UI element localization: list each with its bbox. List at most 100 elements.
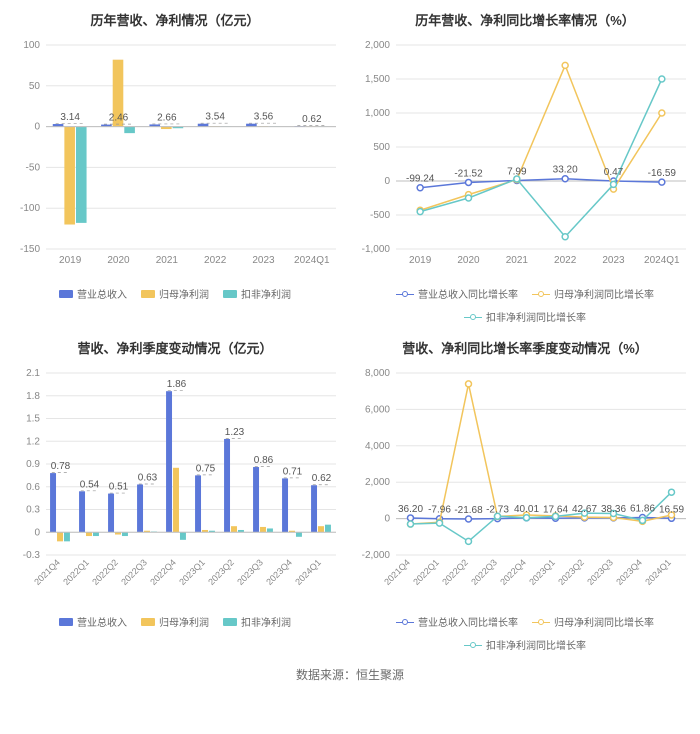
svg-text:2023Q1: 2023Q1	[177, 557, 207, 587]
svg-text:33.20: 33.20	[553, 165, 578, 176]
svg-text:8,000: 8,000	[365, 368, 390, 379]
data-source-footer: 数据来源：恒生聚源	[0, 656, 700, 697]
svg-text:0.86: 0.86	[254, 455, 274, 466]
svg-text:2022Q2: 2022Q2	[90, 557, 120, 587]
svg-text:100: 100	[23, 40, 40, 51]
svg-text:1.86: 1.86	[167, 379, 187, 390]
svg-text:0.51: 0.51	[109, 482, 129, 493]
svg-text:2022Q4: 2022Q4	[498, 557, 528, 587]
panel-title: 历年营收、净利同比增长率情况（%）	[354, 10, 696, 29]
svg-text:2023Q4: 2023Q4	[614, 557, 644, 587]
svg-text:2022: 2022	[554, 255, 577, 266]
svg-text:-50: -50	[26, 162, 41, 173]
svg-text:17.64: 17.64	[543, 504, 568, 515]
legend-item: 营业总收入	[59, 286, 127, 301]
svg-text:-2,000: -2,000	[362, 550, 391, 561]
legend-label: 营业总收入	[77, 286, 127, 301]
svg-text:1.23: 1.23	[225, 427, 245, 438]
panel-title: 营收、净利同比增长率季度变动情况（%）	[354, 338, 696, 357]
svg-text:3.14: 3.14	[60, 112, 80, 123]
svg-text:2024Q1: 2024Q1	[293, 557, 323, 587]
legend-label: 扣非净利润同比增长率	[486, 309, 586, 324]
chart-bottom-right: -2,00002,0004,0006,0008,0002021Q42022Q12…	[354, 365, 696, 610]
legend-item: 营业总收入同比增长率	[396, 286, 518, 301]
svg-text:0.62: 0.62	[302, 114, 322, 125]
svg-text:2022Q2: 2022Q2	[440, 557, 470, 587]
legend-item: 扣非净利润	[223, 286, 291, 301]
chart-top-right: -1,000-50005001,0001,5002,00020192020202…	[354, 37, 696, 282]
svg-text:2.66: 2.66	[157, 112, 177, 123]
svg-text:2023: 2023	[252, 255, 275, 266]
legend-swatch	[396, 289, 414, 299]
legend-item: 营业总收入同比增长率	[396, 614, 518, 629]
legend-label: 扣非净利润	[241, 614, 291, 629]
svg-text:2.1: 2.1	[26, 368, 40, 379]
legend-item: 扣非净利润同比增长率	[464, 309, 586, 324]
svg-text:0: 0	[34, 527, 40, 538]
svg-text:0.6: 0.6	[26, 482, 40, 493]
legend-swatch	[223, 618, 237, 626]
svg-text:2,000: 2,000	[365, 477, 390, 488]
panel-title: 营收、净利季度变动情况（亿元）	[4, 338, 346, 357]
svg-text:-21.68: -21.68	[454, 505, 483, 516]
svg-text:2022Q1: 2022Q1	[61, 557, 91, 587]
svg-text:-150: -150	[20, 244, 40, 255]
svg-text:-21.52: -21.52	[454, 168, 483, 179]
panel-top-left: 历年营收、净利情况（亿元） -150-100-50050100201920202…	[0, 0, 350, 328]
svg-text:0.3: 0.3	[26, 505, 40, 516]
svg-text:500: 500	[373, 142, 390, 153]
legend-swatch	[532, 617, 550, 627]
svg-text:1,000: 1,000	[365, 108, 390, 119]
svg-text:-16.59: -16.59	[648, 168, 677, 179]
legend-swatch	[59, 618, 73, 626]
legend-label: 归母净利润同比增长率	[554, 286, 654, 301]
svg-text:0.78: 0.78	[51, 461, 71, 472]
svg-text:2022Q4: 2022Q4	[148, 557, 178, 587]
svg-text:0.9: 0.9	[26, 459, 40, 470]
svg-text:2021: 2021	[506, 255, 529, 266]
legend-swatch	[141, 618, 155, 626]
svg-text:42.67: 42.67	[572, 504, 597, 515]
legend-item: 归母净利润同比增长率	[532, 286, 654, 301]
svg-text:0.75: 0.75	[196, 463, 216, 474]
svg-text:1.8: 1.8	[26, 391, 40, 402]
legend-item: 归母净利润	[141, 286, 209, 301]
svg-text:6,000: 6,000	[365, 404, 390, 415]
svg-text:2023Q1: 2023Q1	[527, 557, 557, 587]
legend-line: 营业总收入同比增长率归母净利润同比增长率扣非净利润同比增长率	[354, 610, 696, 654]
legend-label: 营业总收入同比增长率	[418, 614, 518, 629]
svg-text:0: 0	[34, 122, 40, 133]
svg-text:16.59: 16.59	[659, 504, 684, 515]
legend-item: 营业总收入	[59, 614, 127, 629]
svg-text:2022: 2022	[204, 255, 227, 266]
legend-label: 营业总收入同比增长率	[418, 286, 518, 301]
svg-text:0.63: 0.63	[138, 472, 158, 483]
svg-text:0: 0	[384, 176, 390, 187]
svg-text:-2.73: -2.73	[486, 505, 509, 516]
svg-text:0.47: 0.47	[604, 167, 624, 178]
legend-line: 营业总收入同比增长率 归母净利润同比增长率扣非净利润同比增长率	[354, 282, 696, 326]
legend-swatch	[59, 290, 73, 298]
svg-text:2021Q4: 2021Q4	[382, 557, 412, 587]
svg-text:3.56: 3.56	[254, 112, 274, 123]
svg-text:3.54: 3.54	[205, 112, 225, 123]
chart-grid: 历年营收、净利情况（亿元） -150-100-50050100201920202…	[0, 0, 700, 656]
svg-text:61.86: 61.86	[630, 503, 655, 514]
svg-text:2023Q2: 2023Q2	[556, 557, 586, 587]
panel-title: 历年营收、净利情况（亿元）	[4, 10, 346, 29]
svg-text:2.46: 2.46	[109, 113, 129, 124]
svg-text:4,000: 4,000	[365, 441, 390, 452]
svg-text:1,500: 1,500	[365, 74, 390, 85]
legend-swatch	[464, 640, 482, 650]
svg-text:0.71: 0.71	[283, 466, 303, 477]
svg-text:2022Q3: 2022Q3	[119, 557, 149, 587]
svg-text:2023Q3: 2023Q3	[585, 557, 615, 587]
svg-text:38.36: 38.36	[601, 504, 626, 515]
panel-bottom-right: 营收、净利同比增长率季度变动情况（%） -2,000 0 2,000 4,000 6,0…	[350, 328, 700, 656]
svg-text:0: 0	[384, 514, 390, 525]
legend-swatch	[464, 312, 482, 322]
chart-bottom-left: -0.300.30.60.91.21.51.82.12021Q42022Q120…	[4, 365, 346, 610]
legend-swatch	[532, 289, 550, 299]
svg-text:2021Q4: 2021Q4	[32, 557, 62, 587]
panel-bottom-left: 营收、净利季度变动情况（亿元） -0.300.30.60.91.21.51.82…	[0, 328, 350, 656]
